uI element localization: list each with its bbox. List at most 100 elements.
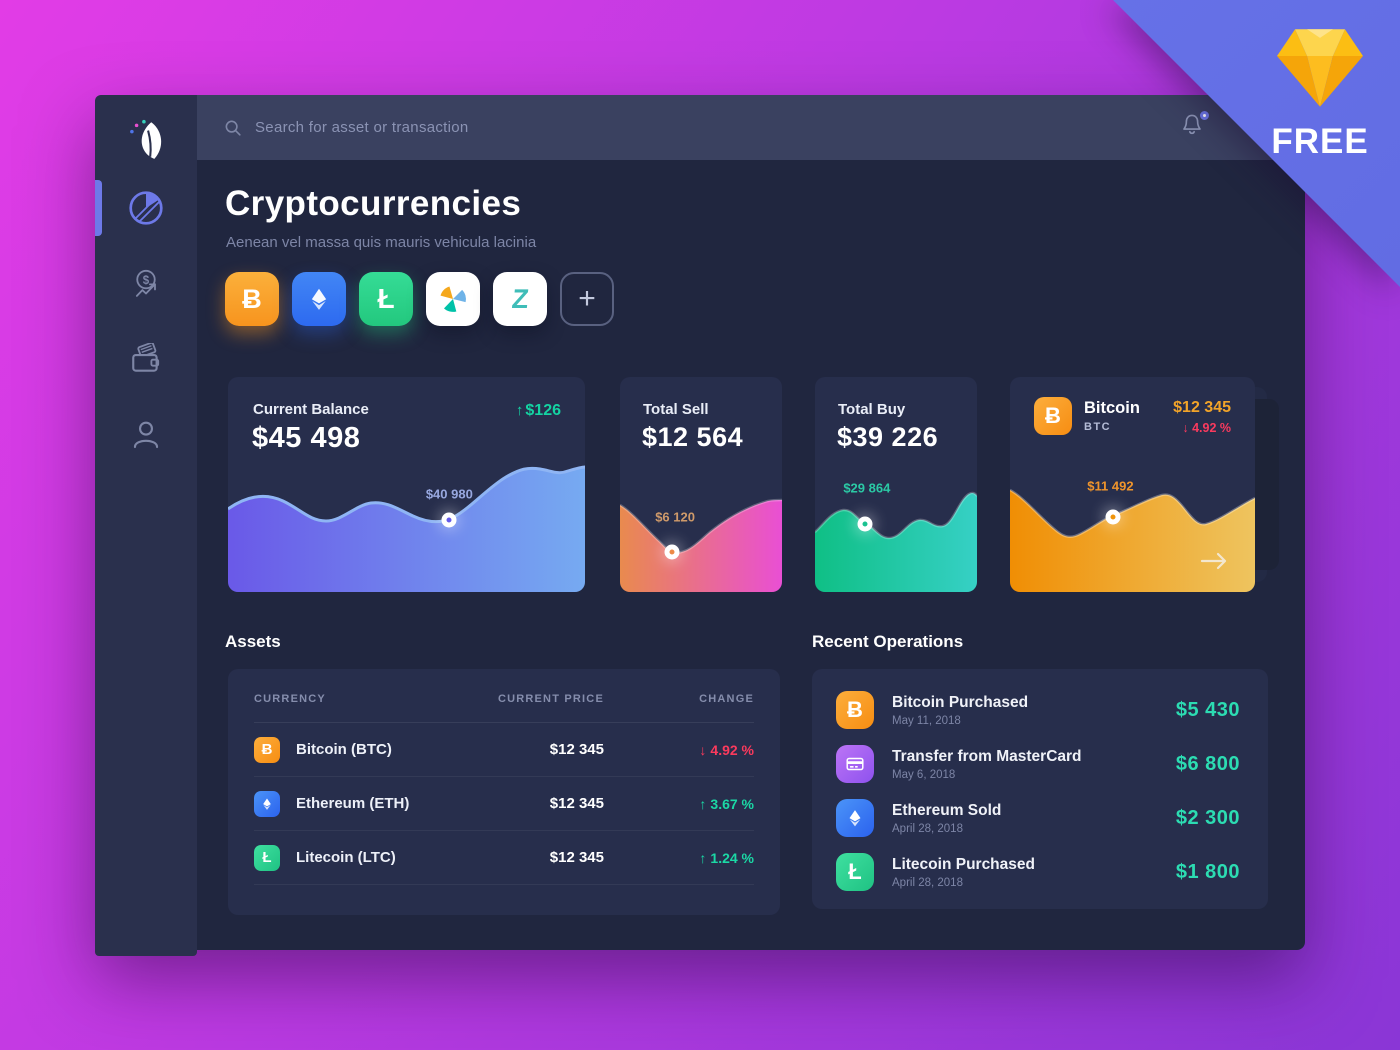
chart-point-label: $6 120 <box>655 509 695 525</box>
operation-amount: $1 800 <box>1175 860 1240 883</box>
coin-change: ↓ 4.92 % <box>1182 421 1231 435</box>
card-value: $45 498 <box>252 422 361 454</box>
search-placeholder: Search for asset or transaction <box>255 119 469 136</box>
arrow-up-icon: ↑ <box>515 402 524 419</box>
dashboard-pie-icon <box>129 191 163 225</box>
notification-bell[interactable] <box>1179 109 1211 142</box>
coin-price: $12 345 <box>1173 399 1231 416</box>
card-value: $39 226 <box>837 422 939 452</box>
topbar: Search for asset or transaction <box>197 95 1305 160</box>
coin-symbol: BTC <box>1084 421 1112 433</box>
credit-card-icon <box>836 745 874 783</box>
add-currency-button[interactable]: + <box>560 272 614 326</box>
plus-icon: + <box>578 282 596 315</box>
asset-change: ↓ 4.92 % <box>699 741 754 758</box>
ethereum-icon <box>254 790 280 817</box>
card-next-button[interactable] <box>1199 551 1229 576</box>
operation-title: Ethereum Sold <box>892 801 1002 819</box>
ethereum-icon <box>311 288 327 310</box>
assets-title: Assets <box>225 632 281 651</box>
chip-bitcoin[interactable]: Ƀ <box>225 272 279 326</box>
asset-name: Ethereum (ETH) <box>296 795 410 812</box>
operation-row[interactable]: Ethereum Sold April 28, 2018 $2 300 <box>836 791 1240 845</box>
chip-litecoin[interactable]: Ł <box>359 272 413 326</box>
table-row-ethereum[interactable]: Ethereum (ETH) $12 345 ↑ 3.67 % <box>254 777 754 831</box>
arrow-up-icon: ↑ <box>699 849 707 866</box>
currency-chips: Ƀ Ł <box>225 272 614 326</box>
app-logo <box>95 109 197 171</box>
nem-icon <box>440 286 466 312</box>
chart-point-label: $11 492 <box>1087 478 1134 494</box>
operation-title: Bitcoin Purchased <box>892 693 1029 711</box>
bitcoin-icon: Ƀ <box>254 736 280 763</box>
operation-amount: $5 430 <box>1175 698 1240 721</box>
chart-point-label: $29 864 <box>843 480 891 496</box>
ethereum-icon <box>836 799 874 837</box>
asset-change: ↑ 3.67 % <box>699 795 754 812</box>
svg-text:$: $ <box>143 275 150 287</box>
asset-price: $12 345 <box>549 795 604 812</box>
operation-date: May 6, 2018 <box>892 768 956 781</box>
notification-badge <box>1198 109 1211 122</box>
chip-zilliqa[interactable]: Z <box>493 272 547 326</box>
chip-ethereum[interactable] <box>292 272 346 326</box>
active-nav-indicator <box>95 180 102 236</box>
operation-date: May 11, 2018 <box>892 714 961 727</box>
chart-point-label: $40 980 <box>425 486 473 502</box>
search-input[interactable]: Search for asset or transaction <box>223 95 469 160</box>
balance-delta: ↑ $126 <box>515 402 561 419</box>
asset-name: Litecoin (LTC) <box>296 849 396 866</box>
chart-point-marker <box>664 544 680 560</box>
user-icon <box>133 421 159 449</box>
arrow-down-icon: ↓ <box>699 741 707 758</box>
litecoin-icon: Ł <box>377 283 395 314</box>
asset-name: Bitcoin (BTC) <box>296 741 392 758</box>
asset-price: $12 345 <box>549 849 604 866</box>
assets-panel: CURRENCY CURRENT PRICE CHANGE Ƀ Bitcoin … <box>228 669 780 915</box>
assets-table-header: CURRENCY CURRENT PRICE CHANGE <box>254 675 754 723</box>
sell-chart: $6 120 <box>620 480 782 592</box>
main-content: Cryptocurrencies Aenean vel massa quis m… <box>197 160 1305 950</box>
card-value: $12 564 <box>642 422 744 452</box>
current-balance-card: Current Balance $45 498 ↑ $126 $40 980 <box>228 377 585 592</box>
total-buy-card: Total Buy $39 226 $29 864 <box>815 377 977 592</box>
card-label: Total Sell <box>643 401 709 418</box>
asset-price: $12 345 <box>549 741 604 758</box>
litecoin-icon: Ł <box>836 853 874 891</box>
litecoin-icon: Ł <box>254 844 280 871</box>
app-window: $ <box>95 95 1305 956</box>
search-icon <box>225 120 241 136</box>
recent-operations-title: Recent Operations <box>812 632 964 651</box>
chart-point-marker <box>441 512 457 528</box>
total-sell-card: Total Sell $12 564 $6 120 <box>620 377 782 592</box>
arrow-up-icon: ↑ <box>699 795 707 812</box>
arrow-down-icon: ↓ <box>1182 421 1189 435</box>
operation-row[interactable]: Ł Litecoin Purchased April 28, 2018 $1 8… <box>836 845 1240 899</box>
operation-amount: $2 300 <box>1175 806 1240 829</box>
chart-point-marker <box>1105 509 1121 525</box>
bitcoin-chart: $11 492 <box>1010 478 1255 592</box>
bitcoin-summary-card[interactable]: Ƀ Bitcoin BTC $12 345 ↓ 4.92 % <box>1010 377 1255 592</box>
bitcoin-icon: Ƀ <box>836 691 874 729</box>
sidebar-item-trading[interactable]: $ <box>95 253 197 317</box>
chip-nem[interactable] <box>426 272 480 326</box>
operation-row[interactable]: Ƀ Bitcoin Purchased May 11, 2018 $5 430 <box>836 683 1240 737</box>
operation-date: April 28, 2018 <box>892 822 963 835</box>
sidebar-item-dashboard[interactable] <box>95 176 197 240</box>
operation-amount: $6 800 <box>1175 752 1240 775</box>
zilliqa-icon: Z <box>510 283 530 314</box>
page-subtitle: Aenean vel massa quis mauris vehicula la… <box>226 234 537 251</box>
sidebar-item-profile[interactable] <box>95 403 197 467</box>
operation-row[interactable]: Transfer from MasterCard May 6, 2018 $6 … <box>836 737 1240 791</box>
balance-chart: $40 980 <box>228 459 585 592</box>
sidebar-item-wallet[interactable] <box>95 328 197 392</box>
sidebar: $ <box>95 95 197 956</box>
operation-date: April 28, 2018 <box>892 876 963 889</box>
page-title: Cryptocurrencies <box>225 184 522 223</box>
operation-title: Litecoin Purchased <box>892 855 1035 873</box>
table-row-litecoin[interactable]: Ł Litecoin (LTC) $12 345 ↑ 1.24 % <box>254 831 754 885</box>
card-label: Current Balance <box>253 401 369 418</box>
table-row-bitcoin[interactable]: Ƀ Bitcoin (BTC) $12 345 ↓ 4.92 % <box>254 723 754 777</box>
bitcoin-icon: Ƀ <box>1034 397 1072 435</box>
